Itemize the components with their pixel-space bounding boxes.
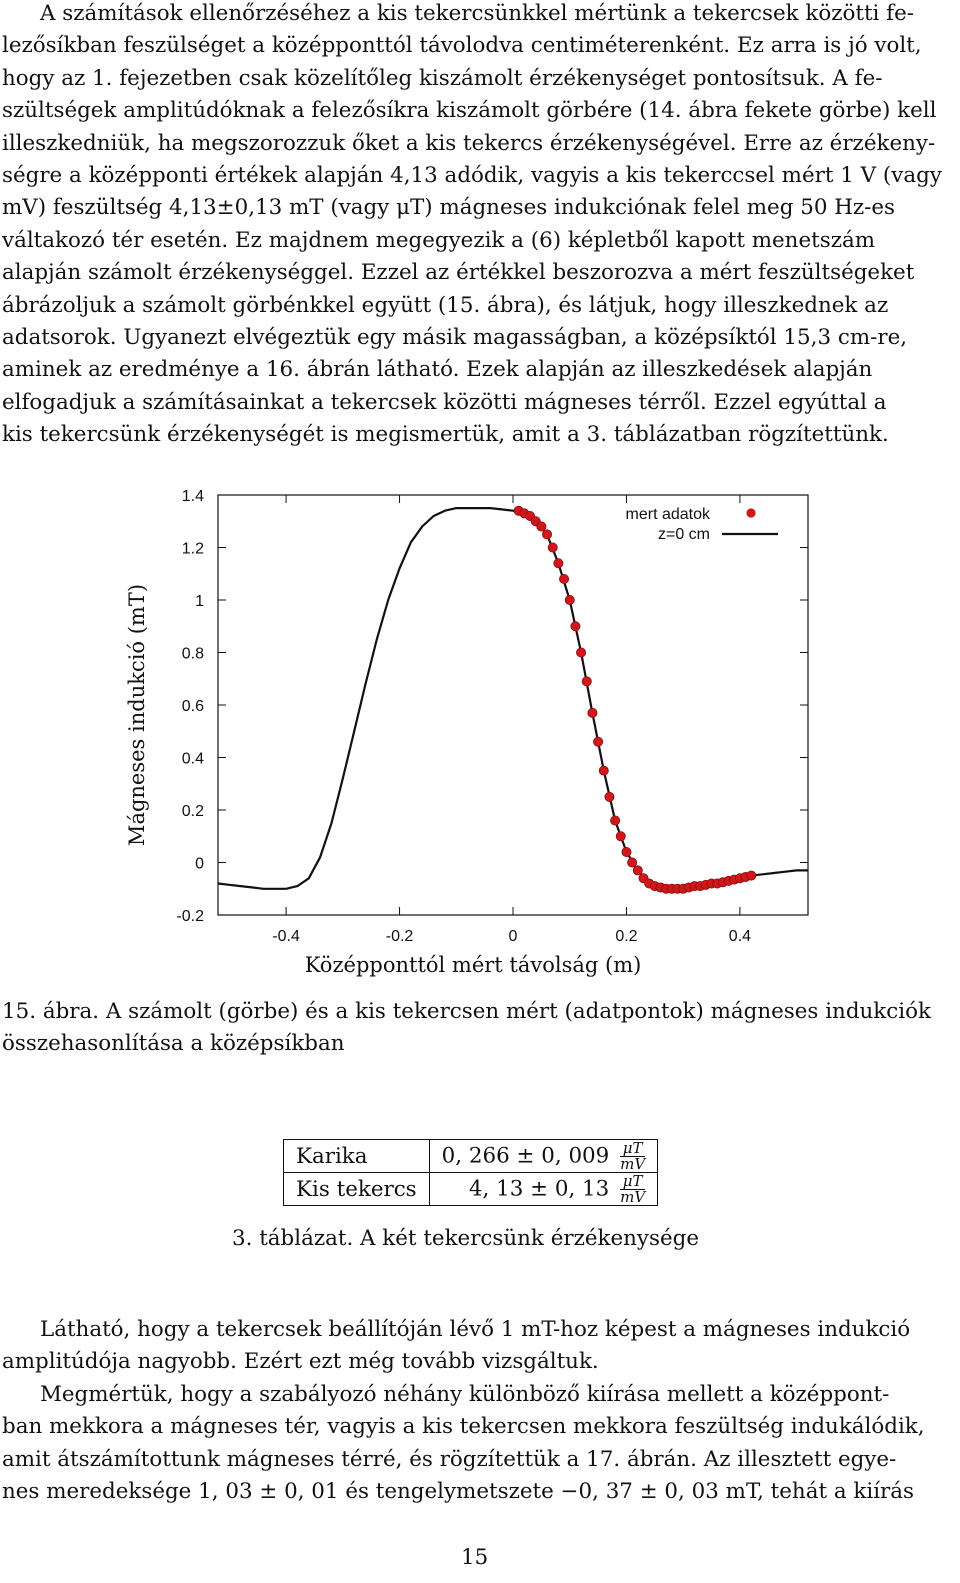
body-paragraph-2: Látható, hogy a tekercsek beállítóján lé…: [2, 1314, 950, 1379]
data-point: [598, 765, 609, 776]
y-tick-label: 1.4: [182, 488, 204, 505]
data-point: [627, 857, 638, 868]
plot-frame: [217, 494, 809, 916]
text-line: szültségek amplitúdóknak a felezősíkra k…: [2, 98, 937, 124]
y-tick-label: -0.2: [176, 908, 204, 925]
x-tick-label: -0.4: [272, 928, 300, 945]
data-point: [746, 870, 757, 881]
y-axis-label: Mágneses indukció (mT): [125, 584, 149, 846]
y-tick-label: 0: [195, 856, 204, 873]
text-line: elfogadjuk a számításainkat a tekercsek …: [2, 389, 887, 415]
x-tick-label: 0: [509, 928, 518, 945]
data-point: [604, 791, 615, 802]
data-point: [553, 558, 564, 569]
data-point: [615, 831, 626, 842]
text-line: ábrázoljuk a számolt görbénkkel együtt (…: [2, 292, 889, 318]
unit-numerator: μT: [620, 1173, 646, 1190]
text-line: váltakozó tér esetén. Ez majdnem megegye…: [2, 227, 875, 253]
text-line: hogy az 1. fejezetben csak közelítőleg k…: [2, 65, 883, 91]
text-line: ségre a középponti értékek alapján 4,13 …: [2, 163, 942, 189]
legend-marker-points: [746, 508, 756, 518]
table-cell-label: Kis tekercs: [283, 1172, 430, 1206]
x-tick-label: 0.2: [615, 928, 637, 945]
data-point: [593, 736, 604, 747]
table-row: Karika 0, 266 ± 0, 009 μT mV: [283, 1139, 659, 1173]
unit-fraction: μT mV: [620, 1173, 646, 1206]
value-text: 4, 13 ± 0, 13: [468, 1176, 610, 1201]
plot-area: -0.2 0 0.2 0.4 0.6 0.8 1 1.2 1.4 -0.4 -0.2 0 0.2 0.4 K…: [125, 488, 809, 977]
value-text: 0, 266 ± 0, 009: [441, 1143, 610, 1168]
data-point: [587, 707, 598, 718]
x-axis-label: Középponttól mért távolság (m): [305, 953, 642, 977]
unit-denominator: mV: [620, 1154, 646, 1173]
data-point: [570, 621, 581, 632]
figure-15-chart: -0.2 0 0.2 0.4 0.6 0.8 1 1.2 1.4 -0.4 -0.2 0 0.2 0.4 K…: [125, 488, 809, 977]
text-line: ban mekkora a mágneses tér, vagyis a kis…: [2, 1414, 925, 1440]
table-cell-value: 0, 266 ± 0, 009 μT mV: [428, 1139, 659, 1173]
text-line: adatsorok. Ugyanezt elvégeztük egy másik…: [2, 325, 908, 351]
data-point: [547, 542, 558, 553]
body-paragraph-1: A számítások ellenőrzéséhez a kis tekerc…: [2, 0, 950, 452]
figure-caption: 15. ábra. A számolt (görbe) és a kis tek…: [2, 999, 931, 1057]
unit-fraction: μT mV: [620, 1140, 646, 1173]
text-line: kis tekercsünk érzékenységét is megismer…: [2, 422, 889, 448]
body-paragraph-3: Megmértük, hogy a szabályozó néhány külö…: [2, 1379, 950, 1509]
text-line: mV) feszültség 4,13±0,13 mT (vagy μT) má…: [2, 195, 896, 221]
text-line: amplitúdója nagyobb. Ezért ezt még továb…: [2, 1349, 599, 1375]
text-line: A számítások ellenőrzéséhez a kis tekerc…: [40, 1, 914, 26]
y-tick-label: 1.2: [182, 541, 204, 558]
data-point: [576, 647, 587, 658]
table-caption: 3. táblázat. A két tekercsünk érzékenysé…: [232, 1226, 699, 1251]
data-point: [559, 574, 570, 585]
sensitivity-table: Karika 0, 266 ± 0, 009 μT mV Kis tekercs…: [283, 1139, 659, 1206]
table-cell-value: 4, 13 ± 0, 13 μT mV: [428, 1172, 659, 1206]
y-tick-label: 0.2: [182, 803, 204, 820]
data-point: [564, 595, 575, 606]
page-number: 15: [461, 1545, 489, 1570]
y-tick-label: 0.4: [182, 751, 204, 768]
data-point: [621, 846, 632, 857]
data-point: [610, 815, 621, 826]
data-point: [581, 676, 592, 687]
text-line: amit átszámítottunk mágneses térré, és r…: [2, 1446, 897, 1472]
y-tick-label: 1: [195, 593, 204, 610]
text-line: Megmértük, hogy a szabályozó néhány külö…: [40, 1382, 890, 1407]
unit-denominator: mV: [620, 1187, 646, 1206]
text-line: Látható, hogy a tekercsek beállítóján lé…: [40, 1317, 911, 1342]
y-tick-label: 0.8: [182, 646, 204, 663]
series-line-z0: [217, 507, 808, 890]
text-line: alapján számolt érzékenységgel. Ezzel az…: [2, 260, 915, 286]
legend-label-points: mert adatok: [626, 506, 711, 523]
text-line: aminek az eredménye a 16. ábrán látható.…: [2, 357, 873, 383]
legend-label-line: z=0 cm: [658, 526, 710, 543]
x-tick-label: 0.4: [729, 928, 751, 945]
data-point: [542, 529, 553, 540]
data-point: [536, 521, 547, 532]
text-line: lezősíkban feszülséget a középponttól tá…: [2, 33, 922, 59]
data-point: [632, 865, 643, 876]
table-row: Kis tekercs 4, 13 ± 0, 13 μT mV: [283, 1172, 659, 1206]
text-line: nes meredeksége 1, 03 ± 0, 01 és tengely…: [2, 1479, 914, 1505]
x-tick-label: -0.2: [386, 928, 414, 945]
y-tick-label: 0.6: [182, 698, 204, 715]
unit-numerator: μT: [620, 1140, 646, 1157]
table-cell-label: Karika: [283, 1139, 430, 1173]
text-line: illeszkedniük, ha megszorozzuk őket a ki…: [2, 130, 936, 156]
